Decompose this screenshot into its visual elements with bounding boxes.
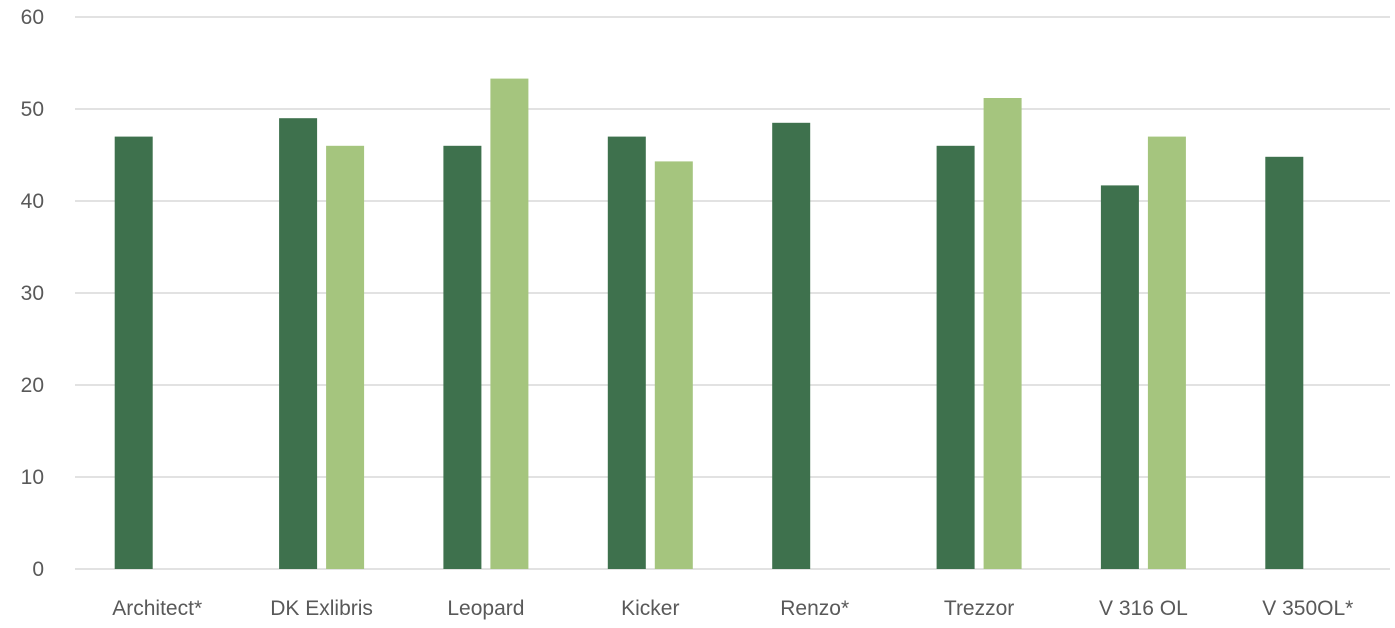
x-tick-label: V 316 OL	[1099, 597, 1188, 620]
bar-v-316-ol-series-1	[1100, 185, 1139, 569]
bar-renzo--series-1	[772, 122, 811, 570]
x-tick-label: Architect*	[112, 597, 202, 620]
x-tick-label: DK Exlibris	[270, 597, 373, 620]
y-tick-label: 40	[21, 190, 44, 213]
y-tick-label: 20	[21, 374, 44, 397]
bar-v-316-ol-series-2	[1147, 136, 1186, 569]
bar-kicker-series-2	[654, 161, 693, 569]
bar-dk-exlibris-series-1	[279, 118, 318, 569]
bar-trezzor-series-2	[983, 98, 1022, 569]
y-tick-label: 50	[21, 98, 44, 121]
bar-leopard-series-1	[443, 145, 482, 570]
bar-v-350ol--series-1	[1265, 156, 1304, 570]
bar-kicker-series-1	[607, 136, 646, 569]
x-tick-label: Leopard	[447, 597, 524, 620]
bar-dk-exlibris-series-2	[326, 145, 365, 570]
y-tick-label: 60	[21, 6, 44, 29]
bar-architect--series-1	[114, 136, 153, 569]
x-axis-ticks: Architect* DK Exlibris Leopard Kicker Renzo*…	[112, 597, 1353, 620]
gridlines	[75, 16, 1390, 570]
x-tick-label: V 350OL*	[1262, 597, 1353, 620]
y-tick-label: 0	[32, 558, 44, 581]
y-tick-label: 30	[21, 282, 44, 305]
x-tick-label: Trezzor	[944, 597, 1014, 620]
bars	[114, 78, 1304, 570]
y-tick-label: 10	[21, 466, 44, 489]
bar-leopard-series-2	[490, 78, 529, 569]
bar-trezzor-series-1	[936, 145, 975, 570]
x-tick-label: Renzo*	[780, 597, 849, 620]
y-axis-ticks: 0 10 20 30 40 50 60	[21, 6, 44, 581]
x-tick-label: Kicker	[621, 597, 679, 620]
